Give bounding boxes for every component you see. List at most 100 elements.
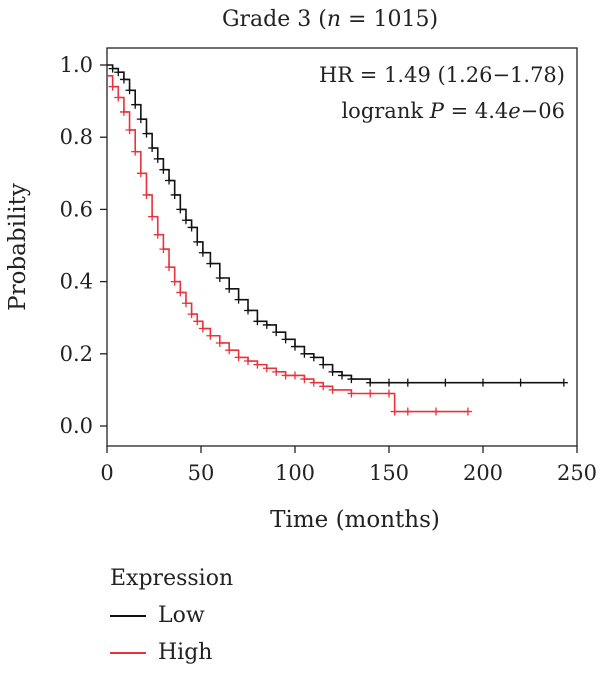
censor-mark-high — [244, 357, 252, 366]
censor-mark-low — [153, 154, 162, 163]
censor-mark-low — [253, 317, 262, 326]
legend-label-low: Low — [158, 603, 205, 628]
legend-item-high: High — [110, 634, 233, 671]
logrank-annotation: logrank P = 4.4e−06 — [341, 99, 565, 123]
censor-mark-low — [142, 129, 151, 138]
y-axis-label: Probability — [5, 183, 31, 311]
censor-mark-high — [309, 378, 318, 387]
censor-mark-low — [165, 176, 174, 185]
plot-frame — [106, 47, 578, 447]
x-tick-label: 250 — [557, 461, 597, 485]
x-tick-label: 0 — [100, 461, 113, 485]
censor-mark-high — [148, 212, 157, 221]
censor-mark-low — [225, 284, 234, 293]
censor-mark-high — [347, 389, 356, 398]
censor-mark-low — [366, 378, 375, 387]
legend-label-high: High — [158, 640, 213, 665]
chart-title: Grade 3 (n = 1015) — [222, 7, 438, 32]
censor-mark-high — [328, 385, 337, 394]
y-tick-label: 1.0 — [60, 53, 93, 77]
x-tick-label: 150 — [369, 461, 409, 485]
censor-mark-low — [187, 223, 196, 232]
legend: Expression Low High — [110, 566, 233, 671]
censor-mark-high — [319, 382, 328, 391]
hr-annotation: HR = 1.49 (1.26−1.78) — [319, 63, 565, 87]
censor-mark-low — [281, 335, 290, 344]
censor-mark-high — [108, 82, 117, 91]
censor-mark-high — [136, 169, 145, 178]
censor-mark-low — [159, 165, 168, 174]
censor-mark-low — [272, 328, 281, 337]
censor-mark-high — [165, 263, 174, 272]
censor-mark-high — [131, 147, 140, 156]
censor-mark-low — [479, 378, 487, 387]
x-axis-label: Time (months) — [270, 507, 440, 533]
censor-mark-low — [131, 100, 140, 109]
y-tick-label: 0.0 — [60, 414, 93, 438]
censor-mark-low — [136, 115, 145, 124]
censor-mark-high — [176, 288, 185, 297]
censor-mark-low — [198, 248, 207, 257]
censor-mark-low — [328, 367, 337, 376]
censor-mark-low — [206, 259, 215, 268]
censor-mark-low — [441, 378, 450, 387]
censor-mark-high — [225, 346, 234, 355]
y-tick-label: 0.6 — [60, 197, 93, 221]
censor-mark-high — [432, 407, 440, 416]
x-tick-label: 100 — [275, 461, 315, 485]
censor-mark-high — [366, 389, 375, 398]
censor-mark-low — [170, 190, 179, 199]
censor-mark-high — [463, 407, 472, 416]
censor-mark-low — [319, 360, 328, 369]
x-tick-label: 50 — [188, 461, 215, 485]
censor-mark-high — [119, 107, 128, 116]
censor-mark-high — [281, 371, 290, 380]
censor-mark-low — [148, 144, 157, 153]
y-tick-label: 0.2 — [60, 342, 93, 366]
censor-mark-high — [215, 338, 224, 347]
censor-mark-high — [193, 317, 202, 326]
censor-mark-high — [385, 389, 393, 398]
legend-title: Expression — [110, 566, 234, 591]
censor-mark-high — [187, 310, 196, 319]
censor-mark-high — [253, 360, 262, 369]
censor-mark-high — [262, 364, 271, 373]
legend-swatch-high — [110, 651, 146, 654]
censor-mark-low — [244, 306, 252, 315]
censor-mark-low — [181, 216, 190, 225]
censor-mark-high — [291, 371, 299, 380]
censor-mark-low — [309, 353, 318, 362]
x-tick-label: 200 — [463, 461, 503, 485]
censor-mark-low — [347, 375, 356, 384]
censor-mark-high — [272, 367, 281, 376]
y-tick-label: 0.8 — [60, 125, 93, 149]
censor-mark-low — [516, 378, 525, 387]
censor-mark-low — [108, 64, 117, 73]
censor-mark-high — [142, 190, 151, 199]
censor-mark-low — [300, 349, 309, 358]
censor-mark-low — [114, 68, 123, 77]
legend-swatch-low — [110, 614, 146, 617]
censor-mark-high — [234, 353, 243, 362]
series-line-high — [107, 75, 468, 413]
censor-mark-low — [193, 237, 202, 246]
censor-mark-low — [176, 205, 185, 214]
censor-mark-low — [403, 378, 412, 387]
censor-mark-high — [114, 93, 123, 102]
censor-mark-high — [198, 324, 207, 333]
censor-mark-low — [125, 86, 134, 95]
censor-mark-low — [262, 320, 271, 329]
censor-mark-high — [390, 407, 399, 416]
censor-mark-low — [385, 378, 393, 387]
censor-mark-low — [119, 75, 128, 84]
censor-mark-low — [215, 273, 224, 282]
censor-mark-high — [300, 375, 309, 384]
censor-mark-high — [170, 277, 179, 286]
censor-mark-high — [159, 245, 168, 254]
censor-mark-low — [291, 342, 299, 351]
censor-mark-high — [153, 230, 162, 239]
censor-mark-high — [181, 299, 190, 308]
censor-mark-low — [234, 295, 243, 304]
censor-mark-high — [206, 331, 215, 340]
